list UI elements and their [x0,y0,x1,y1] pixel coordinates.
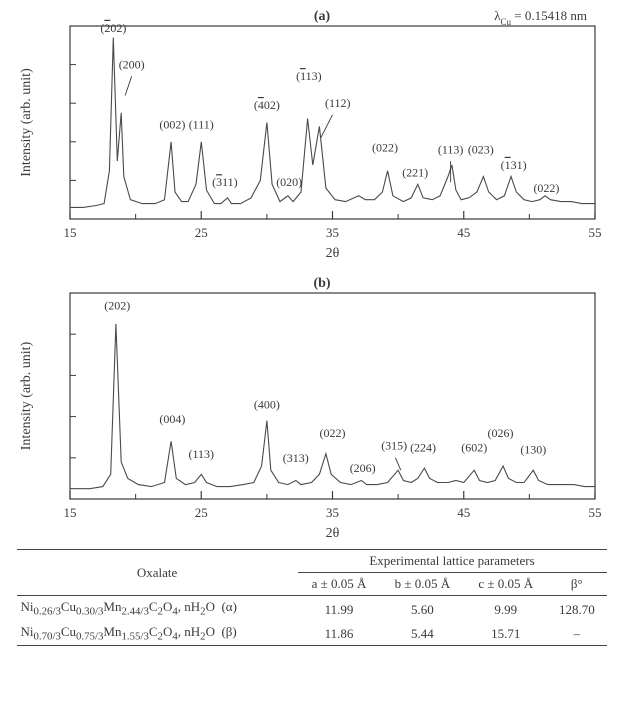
row0-label: Ni0.26/3Cu0.30/3Mn2.44/3C2O4, nH2O (α) [17,596,298,621]
panel-label: (a) [314,9,331,24]
chart-b-container: 15 25 35 45 55 2θ Intensity (arb. unit) (202) (0… [0,265,623,545]
row0-a: 11.99 [298,596,381,621]
peak-label: (311) [212,175,238,189]
th-beta: β° [547,573,606,596]
th-c: c ± 0.05 Å [464,573,547,596]
lambda-label: λCu = 0.15418 nm [494,8,587,27]
y-axis-label: Intensity (arb. unit) [19,68,34,177]
row1-a: 11.86 [298,621,381,646]
peak-label: (111) [189,117,214,131]
peak-label: (112) [325,96,351,110]
peak-label: (022) [533,181,559,195]
peak-label: (113) [296,69,322,83]
peak-label: (200) [119,57,145,71]
xrd-trace [70,324,595,489]
x-tick-label: 45 [457,225,470,240]
x-tick-label: 35 [326,225,339,240]
x-tick-label: 25 [195,225,208,240]
panel-label: (b) [313,276,330,291]
peak-label: (022) [320,426,346,440]
peak-label: (131) [501,158,527,172]
x-tick-label: 55 [589,225,602,240]
peak-label: (400) [254,397,280,411]
peak-label: (026) [488,426,514,440]
peak-label: (002) [159,117,185,131]
row0-beta: 128.70 [547,596,606,621]
chart-b: 15 25 35 45 55 2θ Intensity (arb. unit) (202) (0… [0,265,623,545]
peak-label: (402) [254,98,280,112]
x-tick-label: 35 [326,505,339,520]
th-oxalate: Oxalate [17,550,298,596]
row0-b: 5.60 [380,596,464,621]
peak-label: (023) [468,142,494,156]
peak-label: (206) [350,461,376,475]
peak-label: (202) [104,298,130,312]
peak-label: (221) [402,166,428,180]
peak-label: (022) [372,140,398,154]
x-tick-label: 15 [64,225,77,240]
y-axis-label: Intensity (arb. unit) [19,341,34,450]
peak-label: (224) [410,441,436,455]
row0-c: 9.99 [464,596,547,621]
peak-label: (313) [283,451,309,465]
lattice-table: Oxalate Experimental lattice parameters … [17,549,607,646]
xrd-trace [70,38,595,208]
th-b: b ± 0.05 Å [380,573,464,596]
x-tick-label: 25 [195,505,208,520]
row1-beta: – [547,621,606,646]
row1-label: Ni0.70/3Cu0.75/3Mn1.55/3C2O4, nH2O (β) [17,621,298,646]
x-tick-label: 55 [589,505,602,520]
peak-label: (020) [276,175,302,189]
th-params: Experimental lattice parameters [298,550,607,573]
x-tick-label: 15 [64,505,77,520]
x-axis-label: 2θ [326,526,340,541]
peak-label: (130) [520,443,546,457]
row1-c: 15.71 [464,621,547,646]
peak-label: (602) [461,441,487,455]
peak-label: (004) [159,412,185,426]
peak-label: (113) [438,142,464,156]
peak-label: (113) [188,447,214,461]
plot-frame [70,26,595,219]
plot-frame [70,293,595,499]
peak-label: (315) [381,439,407,453]
chart-a: 15 25 35 45 55 2θ Intensity (arb. unit) (202) (2… [0,0,623,265]
chart-a-container: 15 25 35 45 55 2θ Intensity (arb. unit) (202) (2… [0,0,623,265]
table-row: Ni0.26/3Cu0.30/3Mn2.44/3C2O4, nH2O (α) 1… [17,596,607,621]
th-a: a ± 0.05 Å [298,573,381,596]
row1-b: 5.44 [380,621,464,646]
x-tick-label: 45 [457,505,470,520]
peak-label: (202) [100,21,126,35]
page: 15 25 35 45 55 2θ Intensity (arb. unit) (202) (2… [0,0,623,713]
table-row: Ni0.70/3Cu0.75/3Mn1.55/3C2O4, nH2O (β) 1… [17,621,607,646]
x-axis-label: 2θ [326,246,340,261]
